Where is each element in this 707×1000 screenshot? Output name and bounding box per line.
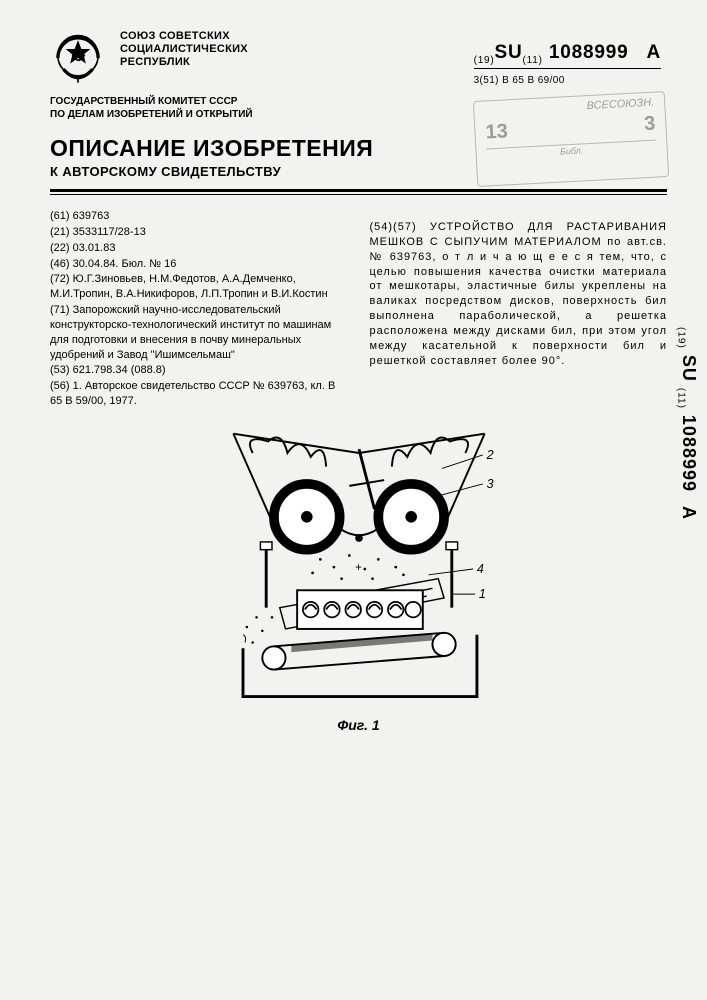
field-53: (53) 621.798.34 (088.8) bbox=[50, 363, 348, 378]
library-stamp: ВСЕСОЮЗН. 133 Библ. bbox=[473, 91, 669, 187]
bibliography-column: (61) 639763 (21) 3533117/28-13 (22) 03.0… bbox=[50, 209, 348, 410]
divider-thick bbox=[50, 189, 667, 192]
svg-text:+: + bbox=[355, 561, 362, 574]
figure-1: + bbox=[50, 424, 667, 733]
field-46: (46) 30.04.84. Бюл. № 16 bbox=[50, 257, 348, 272]
state-emblem bbox=[50, 30, 106, 86]
ipc-code: 3(51) B 65 B 69/00 bbox=[474, 75, 661, 86]
svg-text:4: 4 bbox=[476, 562, 483, 576]
field-61: (61) 639763 bbox=[50, 209, 348, 224]
field-71: (71) Запорожский научно-исследовательски… bbox=[50, 303, 348, 362]
field-21: (21) 3533117/28-13 bbox=[50, 225, 348, 240]
figure-caption: Фиг. 1 bbox=[50, 717, 667, 733]
divider-thin bbox=[50, 194, 667, 195]
abstract-column: (54)(57) УСТРОЙСТВО ДЛЯ РАСТАРИВАНИЯ МЕШ… bbox=[370, 209, 668, 410]
svg-text:3: 3 bbox=[486, 477, 493, 491]
union-label: СОЮЗ СОВЕТСКИХ СОЦИАЛИСТИЧЕСКИХ РЕСПУБЛИ… bbox=[120, 30, 248, 70]
field-56: (56) 1. Авторское свидетельство СССР № 6… bbox=[50, 379, 348, 409]
abstract-text: (54)(57) УСТРОЙСТВО ДЛЯ РАСТАРИВАНИЯ МЕШ… bbox=[370, 220, 668, 368]
side-publication-number: (19) SU (11) 1088999A bbox=[675, 327, 699, 520]
field-72: (72) Ю.Г.Зиновьев, Н.М.Федотов, А.А.Демч… bbox=[50, 272, 348, 302]
field-22: (22) 03.01.83 bbox=[50, 241, 348, 256]
svg-text:1: 1 bbox=[478, 587, 485, 601]
publication-number: (19)SU(11) 1088999A bbox=[474, 42, 661, 69]
svg-text:2: 2 bbox=[485, 448, 493, 462]
